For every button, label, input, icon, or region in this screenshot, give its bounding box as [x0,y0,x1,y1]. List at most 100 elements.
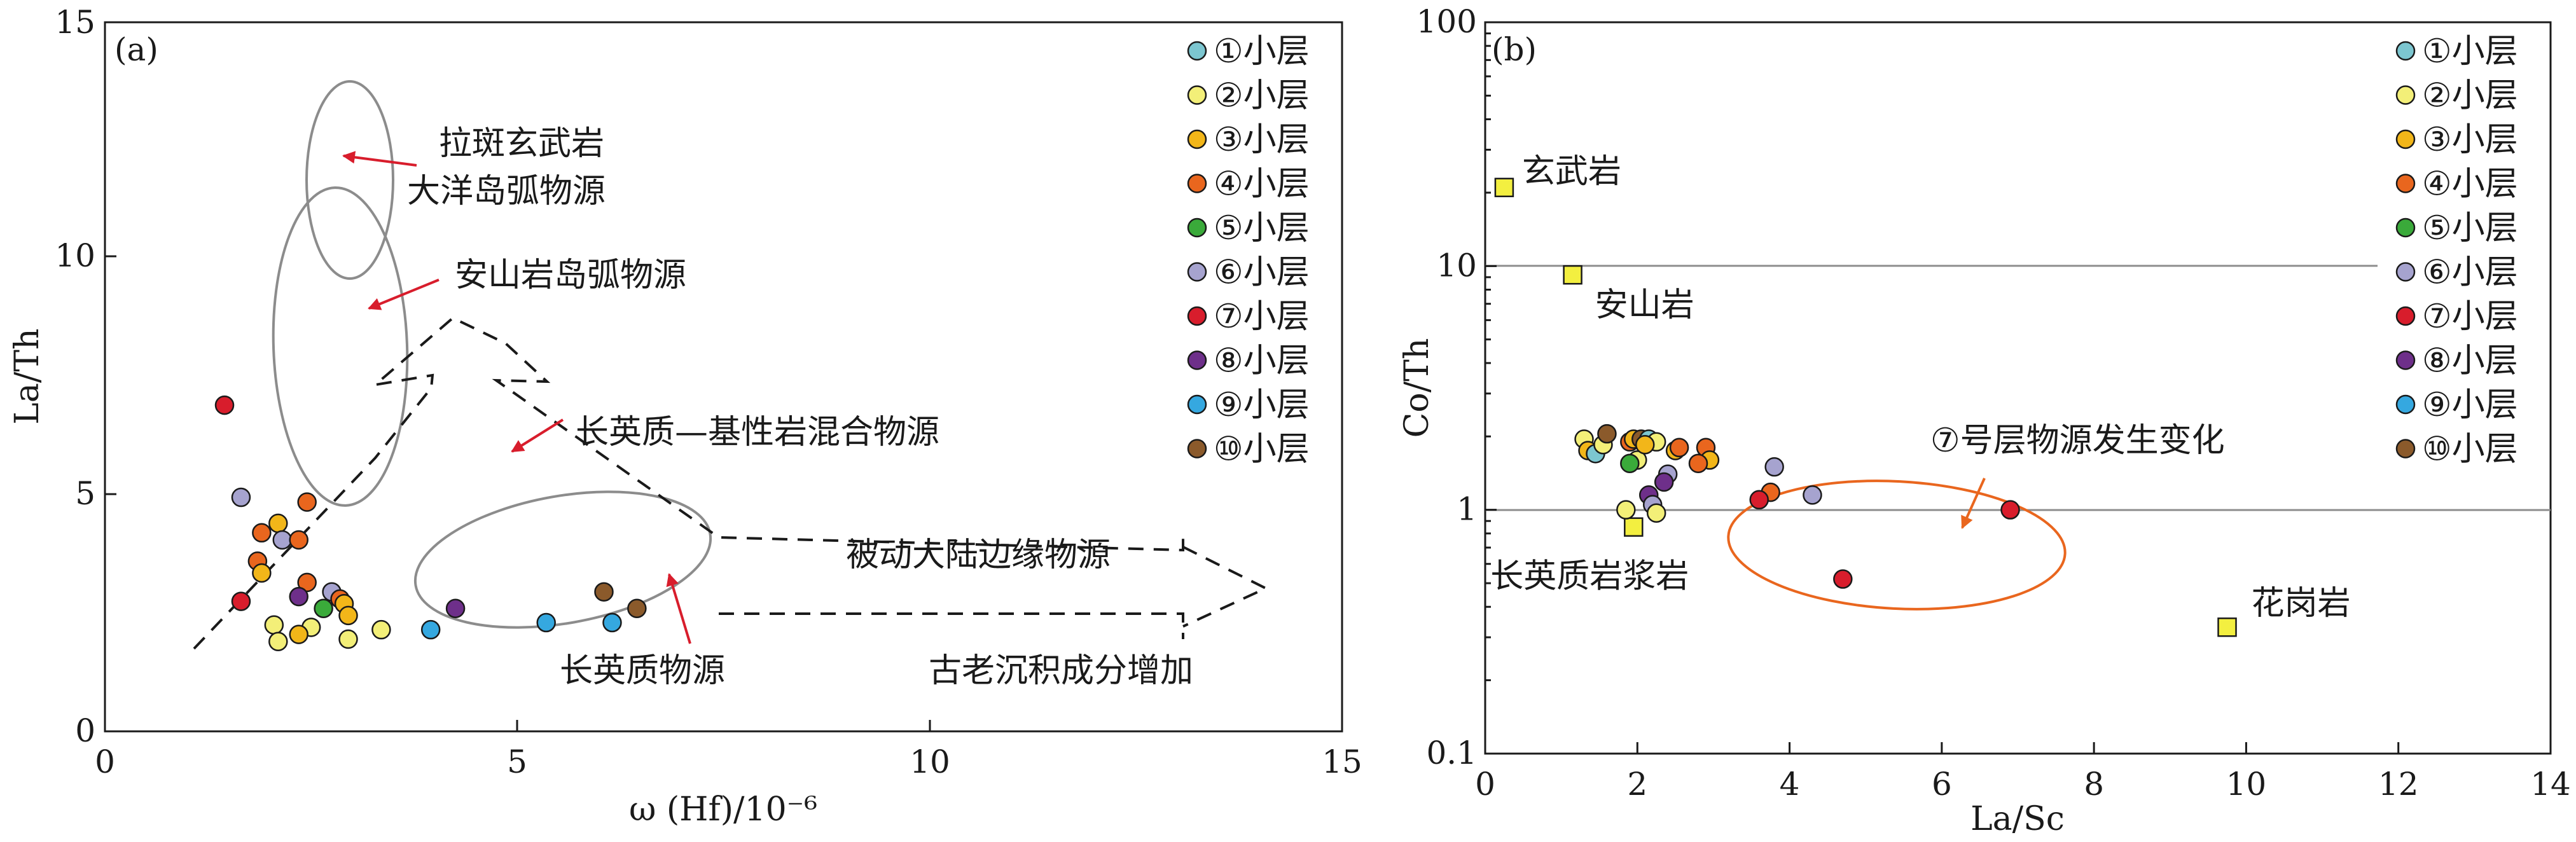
field-andesite-arc [272,186,409,507]
layer7-arrow [1961,478,1986,529]
legend-label: ③小层 [2422,121,2518,159]
data-point-a-layer3 [338,605,358,626]
legend-marker [2395,262,2416,282]
data-point-a-layer6 [272,530,293,550]
reference-label: 花岗岩 [2252,584,2351,623]
label-passive-margin: 被动大陆边缘物源 [846,536,1111,574]
reference-marker [1563,265,1582,285]
legend-label: ①小层 [2422,32,2518,71]
y-ticks-a [105,255,116,495]
data-point-b-layer10 [1597,424,1617,444]
reference-label: 长英质岩浆岩 [1490,558,1689,596]
legend-label: ③小层 [1214,121,1310,159]
y-tick-label-b: 10 [1436,247,1477,284]
data-point-a-layer2 [264,615,284,635]
label-felsic-source: 长英质物源 [560,652,725,690]
y-tick-label-a-0: 0 [75,712,95,749]
x-tick-label-b: 4 [1780,766,1800,803]
data-point-b-layer6 [1803,485,1822,505]
data-point-a-layer10 [594,582,614,602]
data-point-a-layer6 [231,487,251,507]
data-point-a-layer10 [627,598,647,618]
legend-label: ②小层 [2422,77,2518,115]
data-point-a-layer3 [252,563,272,583]
data-point-a-layer2 [268,632,288,652]
x-tick-label-b: 0 [1475,766,1495,803]
data-point-b-layer7 [1749,490,1769,510]
reference-marker [2217,617,2237,637]
field-oceanic-arc [305,80,394,280]
legend-label: ⑩小层 [1214,431,1310,469]
legend-label: ⑥小层 [1214,254,1310,292]
data-point-a-layer2 [371,619,391,640]
legend-marker [1187,41,1207,61]
legend-marker [1187,174,1207,193]
legend-marker [2395,439,2416,459]
x-tick-label-b: 12 [2378,766,2419,803]
data-point-a-layer3 [289,625,308,644]
data-point-b-layer4 [1669,438,1689,458]
x-tick-label-b: 2 [1627,766,1647,803]
annotation-arrows-a [342,151,691,644]
data-point-a-layer8 [289,586,308,607]
legend-label: ④小层 [2422,165,2518,204]
data-point-a-layer4 [289,530,308,550]
plot-frame-a [104,21,1343,733]
data-point-a-layer9 [420,619,441,640]
x-tick-label-a-10: 10 [910,743,950,780]
data-point-b-layer7 [2000,500,2020,520]
legend-label: ⑤小层 [1214,209,1310,247]
legend-marker [2395,394,2416,415]
legend-marker [1187,439,1207,459]
legend-marker [2395,217,2416,238]
legend-marker [1187,129,1207,149]
panel-label-b: (b) [1492,31,1537,68]
data-point-b-layer8 [1654,472,1674,492]
data-point-a-layer4 [252,523,272,543]
scatter-points-b [1574,424,2020,589]
panel-label-a: (a) [114,31,158,68]
data-point-b-layer2 [1616,500,1636,520]
mixed-source-boundary [193,316,1269,650]
legend-label: ⑦小层 [2422,298,2518,336]
legend-marker [1187,350,1207,370]
legend-label: ⑩小层 [2422,431,2518,469]
data-point-b-layer3 [1635,435,1655,455]
label-old-sediment: 古老沉积成分增加 [929,652,1193,690]
legend-label: ④小层 [1214,165,1310,204]
plot-frame-b [1484,21,2552,755]
legend-b: ①小层 ②小层 ③小层 ④小层 ⑤小层 ⑥小层 ⑦小层 ⑧小层 ⑨小层 ⑩小层 [2395,32,2518,469]
panel-a: (a) 0 5 10 15 0 5 10 15 ω (Hf)/10⁻⁶ La/T… [8,4,1362,829]
legend-marker [2395,306,2416,326]
label-oceanic-arc: 大洋岛弧物源 [407,172,606,210]
legend-label: ⑧小层 [1214,342,1310,380]
x-tick-label-b: 8 [2084,766,2104,803]
panel-b: (b) 0 2 4 6 8 10 12 14 0.1 1 10 100 La/Sc Co/Th 玄武岩… [1398,3,2571,838]
y-axis-label-a: La/Th [8,328,46,424]
data-point-a-layer4 [297,492,317,512]
legend-label: ⑤小层 [2422,209,2518,247]
label-mixed-source: 长英质—基性岩混合物源 [576,413,939,452]
data-point-b-layer5 [1620,453,1640,473]
y-tick-label-b: 0.1 [1426,735,1477,771]
layer7-change-ellipse [1727,480,2067,611]
x-tick-label-b: 6 [1932,766,1952,803]
legend-marker [2395,41,2416,61]
x-tick-label-a-0: 0 [95,743,115,780]
label-andesitic-arc: 安山岩岛弧物源 [455,256,686,294]
y-axis-label-b: Co/Th [1398,338,1436,438]
data-point-a-layer9 [602,612,622,633]
legend-marker [1187,85,1207,105]
x-tick-label-a-15: 15 [1322,743,1362,780]
legend-marker [1187,394,1207,415]
layer7-annotation: ⑦号层物源发生变化 [1930,422,2225,460]
legend-a: ①小层 ②小层 ③小层 ④小层 ⑤小层 ⑥小层 ⑦小层 ⑧小层 ⑨小层 ⑩小层 [1187,32,1310,469]
legend-marker [2395,350,2416,370]
scatter-points-a [214,395,647,652]
x-axis-label-a: ω (Hf)/10⁻⁶ [629,790,817,829]
data-point-a-layer7 [214,395,235,415]
field-felsic [413,490,712,629]
legend-label: ⑦小层 [1214,298,1310,336]
